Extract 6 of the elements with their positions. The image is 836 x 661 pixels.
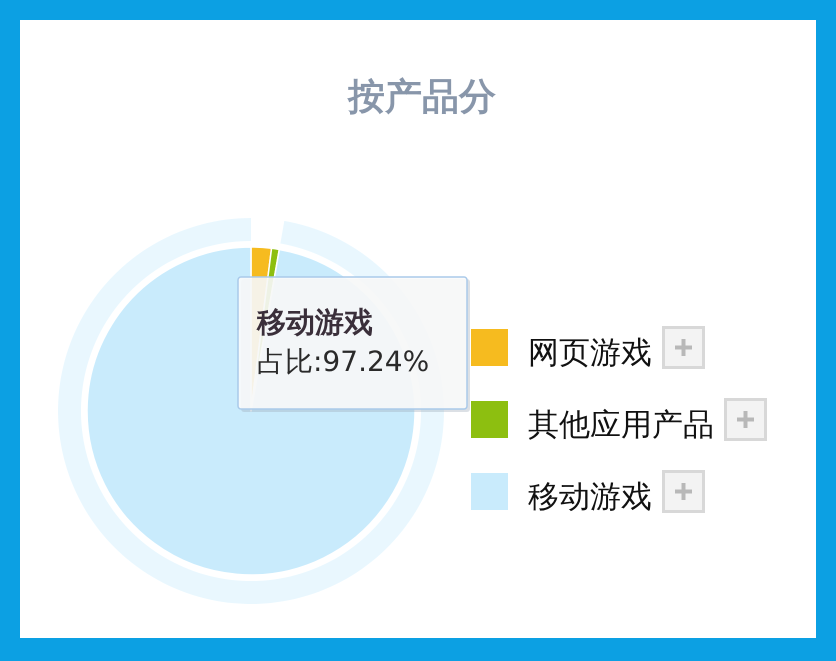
chart-title: 按产品分 (347, 75, 496, 118)
legend-label: 其他应用产品 (528, 407, 714, 443)
legend-label: 移动游戏 (528, 479, 652, 515)
legend-label: 网页游戏 (528, 335, 652, 371)
slice-label: 移动游戏 (256, 305, 373, 339)
data-label: 占比:97.24% (257, 345, 430, 378)
